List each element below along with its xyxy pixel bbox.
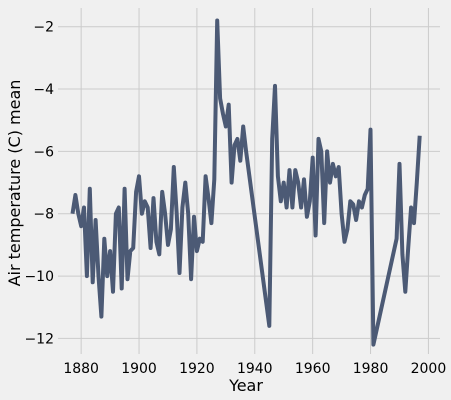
x-tick-label: 1940 [237,361,273,377]
series-layer [70,18,422,347]
y-tick-label: −2 [33,20,54,36]
y-tick-label: −12 [24,331,54,347]
x-tick-label: 2000 [411,361,447,377]
y-tick-label: −10 [24,269,54,285]
x-tick-labels: 1880 1900 1920 1940 1960 1980 2000 [63,361,446,377]
y-tick-label: −6 [33,144,54,160]
x-tick-label: 1880 [63,361,99,377]
x-tick-label: 1900 [121,361,157,377]
x-axis-label: Year [228,376,263,395]
y-tick-labels: −12 −10 −8 −6 −4 −2 [24,20,54,348]
x-tick-label: 1980 [353,361,389,377]
y-tick-label: −8 [33,207,54,223]
y-tick-label: −4 [33,82,54,98]
x-tick-label: 1920 [179,361,215,377]
y-axis-label: Air temperature (C) mean [5,80,24,287]
x-tick-label: 1960 [295,361,331,377]
